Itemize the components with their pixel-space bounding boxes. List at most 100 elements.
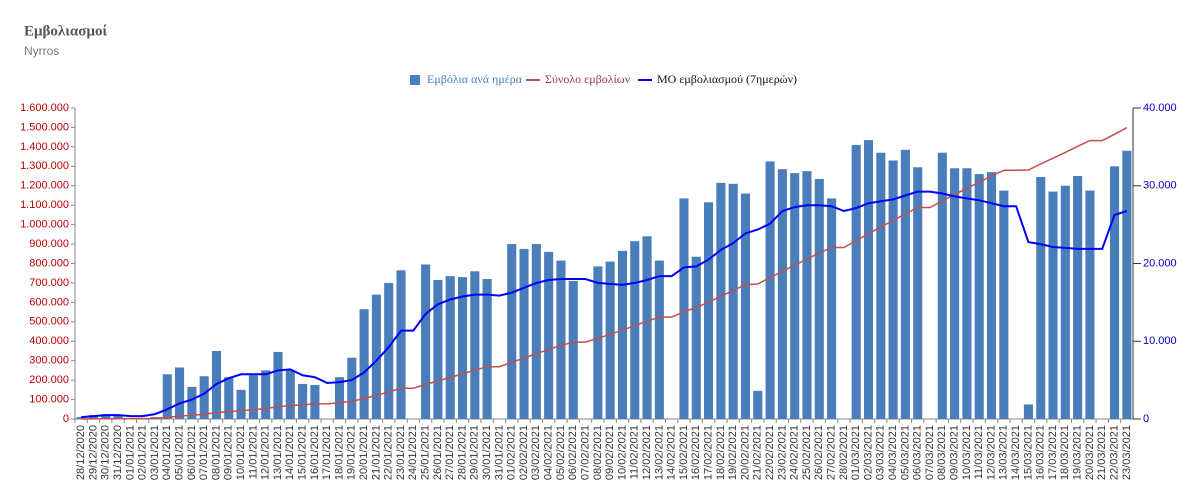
bar: [1085, 190, 1095, 419]
x-tick-label: 28/12/2020: [75, 425, 87, 480]
y-tick-label: 1.500.000: [20, 121, 69, 133]
y-tick-label: 400.000: [29, 335, 69, 347]
y-tick-label: 1.600.000: [20, 102, 69, 114]
bar: [1122, 150, 1132, 419]
x-tick-label: 03/02/2021: [530, 425, 542, 480]
bar: [236, 389, 246, 419]
x-tick-label: 03/01/2021: [149, 425, 161, 480]
bar: [187, 386, 197, 419]
y-tick-label: 1.100.000: [20, 199, 69, 211]
x-tick-label: 31/01/2021: [493, 425, 505, 480]
x-tick-label: 17/02/2021: [702, 425, 714, 480]
bar: [999, 190, 1009, 419]
bar: [814, 178, 824, 419]
x-tick-label: 25/02/2021: [801, 425, 813, 480]
bar: [1073, 176, 1083, 419]
bar: [630, 241, 640, 419]
x-tick-label: 22/02/2021: [764, 425, 776, 480]
x-tick-label: 20/03/2021: [1084, 425, 1096, 480]
bar: [507, 244, 517, 419]
x-tick-label: 20/02/2021: [739, 425, 751, 480]
x-tick-label: 04/01/2021: [161, 425, 173, 480]
x-tick-label: 23/03/2021: [1121, 425, 1133, 480]
x-tick-label: 26/02/2021: [813, 425, 825, 480]
bar: [224, 377, 234, 419]
bar: [482, 279, 492, 419]
bar: [913, 167, 923, 419]
y-tick-label: 1.400.000: [20, 141, 69, 153]
bar: [556, 260, 566, 419]
bar: [1060, 185, 1070, 419]
bar: [162, 374, 172, 419]
y-tick-label: 600.000: [29, 296, 69, 308]
chart-title: Εμβολιασμοί: [24, 23, 107, 39]
x-tick-label: 01/03/2021: [850, 425, 862, 480]
y-tick-label: 800.000: [29, 257, 69, 269]
x-tick-label: 02/02/2021: [518, 425, 530, 480]
x-tick-label: 11/02/2021: [629, 425, 641, 479]
bar: [470, 271, 480, 419]
y-tick-label: 200.000: [29, 374, 69, 386]
bar: [384, 282, 394, 419]
y-tick-label: 500.000: [29, 316, 69, 328]
x-tick-label: 07/03/2021: [924, 425, 936, 480]
bar: [457, 277, 468, 419]
x-tick-label: 04/03/2021: [887, 425, 899, 480]
line: [81, 190, 1128, 419]
bar: [261, 370, 271, 419]
bar: [974, 174, 984, 419]
x-tick-label: 09/03/2021: [949, 425, 961, 480]
bar: [359, 309, 369, 419]
x-tick-label: 17/01/2021: [321, 425, 333, 480]
x-tick-label: 23/02/2021: [776, 425, 788, 480]
bar: [334, 377, 345, 419]
bar: [445, 276, 455, 419]
x-tick-label: 19/02/2021: [727, 425, 739, 480]
bar: [679, 198, 689, 419]
x-tick-label: 05/03/2021: [899, 425, 911, 480]
y2-tick-label: 20.000: [1143, 257, 1177, 269]
bar: [1036, 177, 1046, 419]
bar: [101, 414, 111, 419]
y2-tick-label: 10.000: [1143, 335, 1177, 347]
bar: [433, 280, 443, 419]
y-tick-label: 1.300.000: [20, 160, 69, 172]
x-tick-label: 13/02/2021: [653, 425, 665, 480]
x-tick-label: 05/01/2021: [173, 425, 185, 480]
x-tick-label: 16/02/2021: [690, 425, 702, 480]
bar: [691, 256, 701, 419]
bar: [113, 415, 123, 419]
x-tick-label: 21/01/2021: [370, 425, 382, 480]
y-tick-label: 1.200.000: [20, 180, 69, 192]
x-tick-label: 02/03/2021: [862, 425, 874, 480]
bar: [986, 172, 997, 419]
bar: [593, 266, 603, 419]
x-tick-label: 10/01/2021: [235, 425, 247, 480]
bar: [740, 193, 751, 419]
x-tick-label: 04/02/2021: [543, 425, 555, 480]
x-tick-label: 12/01/2021: [260, 425, 272, 480]
x-tick-label: 30/12/2020: [100, 425, 112, 480]
bar: [519, 248, 529, 419]
bar: [199, 376, 209, 419]
bar: [396, 270, 406, 419]
x-tick-label: 10/02/2021: [616, 425, 628, 480]
bar: [617, 250, 628, 419]
x-tick-label: 14/03/2021: [1010, 425, 1022, 480]
bar: [654, 260, 664, 419]
bar: [175, 367, 185, 419]
x-tick-label: 27/01/2021: [444, 425, 456, 480]
bar: [371, 294, 381, 419]
bar: [851, 144, 861, 419]
x-tick-label: 11/01/2021: [247, 425, 259, 479]
x-tick-label: 01/02/2021: [506, 425, 518, 480]
y-tick-label: 1.000.000: [20, 219, 69, 231]
bar: [76, 417, 86, 419]
x-tick-label: 14/01/2021: [284, 425, 296, 480]
x-tick-label: 28/01/2021: [456, 425, 468, 480]
x-tick-label: 06/01/2021: [186, 425, 198, 480]
x-tick-label: 08/03/2021: [936, 425, 948, 480]
x-tick-label: 13/01/2021: [272, 425, 284, 480]
bar: [790, 173, 800, 419]
